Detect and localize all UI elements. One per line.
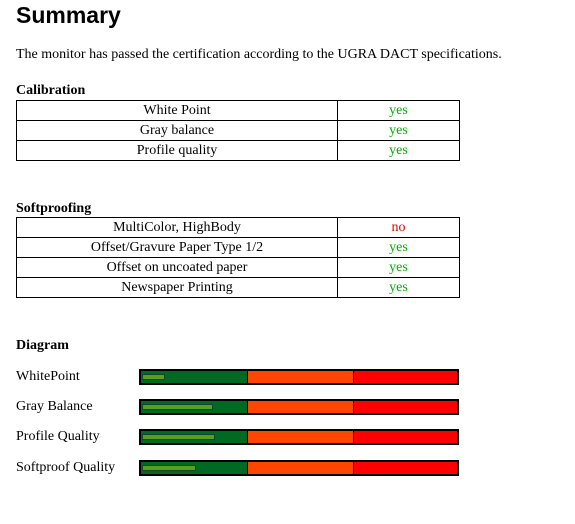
table-row: Profile quality yes <box>16 140 460 161</box>
row-label: Profile quality <box>16 140 338 161</box>
table-row: Offset on uncoated paper yes <box>16 257 460 278</box>
diagram-label: Softproof Quality <box>16 460 116 475</box>
row-label: Offset on uncoated paper <box>16 257 338 278</box>
diagram-scale <box>139 460 459 476</box>
scale-zone <box>354 371 457 383</box>
row-label: White Point <box>16 100 338 121</box>
scale-zone <box>354 431 457 443</box>
row-label: Offset/Gravure Paper Type 1/2 <box>16 237 338 258</box>
section-heading: Diagram <box>16 338 69 353</box>
value-bar <box>142 465 197 471</box>
diagram-label: WhitePoint <box>16 369 80 384</box>
scale-zone <box>247 401 355 413</box>
section-heading: Softproofing <box>16 201 92 216</box>
diagram-scale <box>139 369 459 385</box>
scale-zone <box>247 371 355 383</box>
row-result: yes <box>337 257 460 278</box>
row-label: Newspaper Printing <box>16 277 338 298</box>
intro-text: The monitor has passed the certification… <box>16 47 502 62</box>
value-bar <box>142 404 214 410</box>
scale-zone <box>354 462 457 474</box>
value-bar <box>142 434 215 440</box>
row-result: no <box>337 217 460 238</box>
row-result: yes <box>337 277 460 298</box>
diagram-label: Profile Quality <box>16 429 100 444</box>
table-row: Offset/Gravure Paper Type 1/2 yes <box>16 237 460 258</box>
title: Summary <box>16 2 121 28</box>
scale-zone <box>247 462 355 474</box>
table-row: White Point yes <box>16 100 460 121</box>
table-row: Newspaper Printing yes <box>16 277 460 298</box>
row-label: Gray balance <box>16 120 338 141</box>
table-row: Gray balance yes <box>16 120 460 141</box>
row-result: yes <box>337 120 460 141</box>
section-heading: Calibration <box>16 83 86 98</box>
row-label: MultiColor, HighBody <box>16 217 338 238</box>
value-bar <box>142 374 166 380</box>
scale-zone <box>247 431 355 443</box>
scale-zone <box>354 401 457 413</box>
row-result: yes <box>337 140 460 161</box>
row-result: yes <box>337 237 460 258</box>
calibration-table: White Point yes Gray balance yes Profile qua… <box>16 100 460 161</box>
diagram-scale <box>139 399 459 415</box>
diagram-label: Gray Balance <box>16 399 93 414</box>
row-result: yes <box>337 100 460 121</box>
table-row: MultiColor, HighBody no <box>16 217 460 238</box>
softproofing-table: MultiColor, HighBody no Offset/Gravure Pap… <box>16 217 460 298</box>
diagram-scale <box>139 429 459 445</box>
scale-zone <box>141 371 248 383</box>
